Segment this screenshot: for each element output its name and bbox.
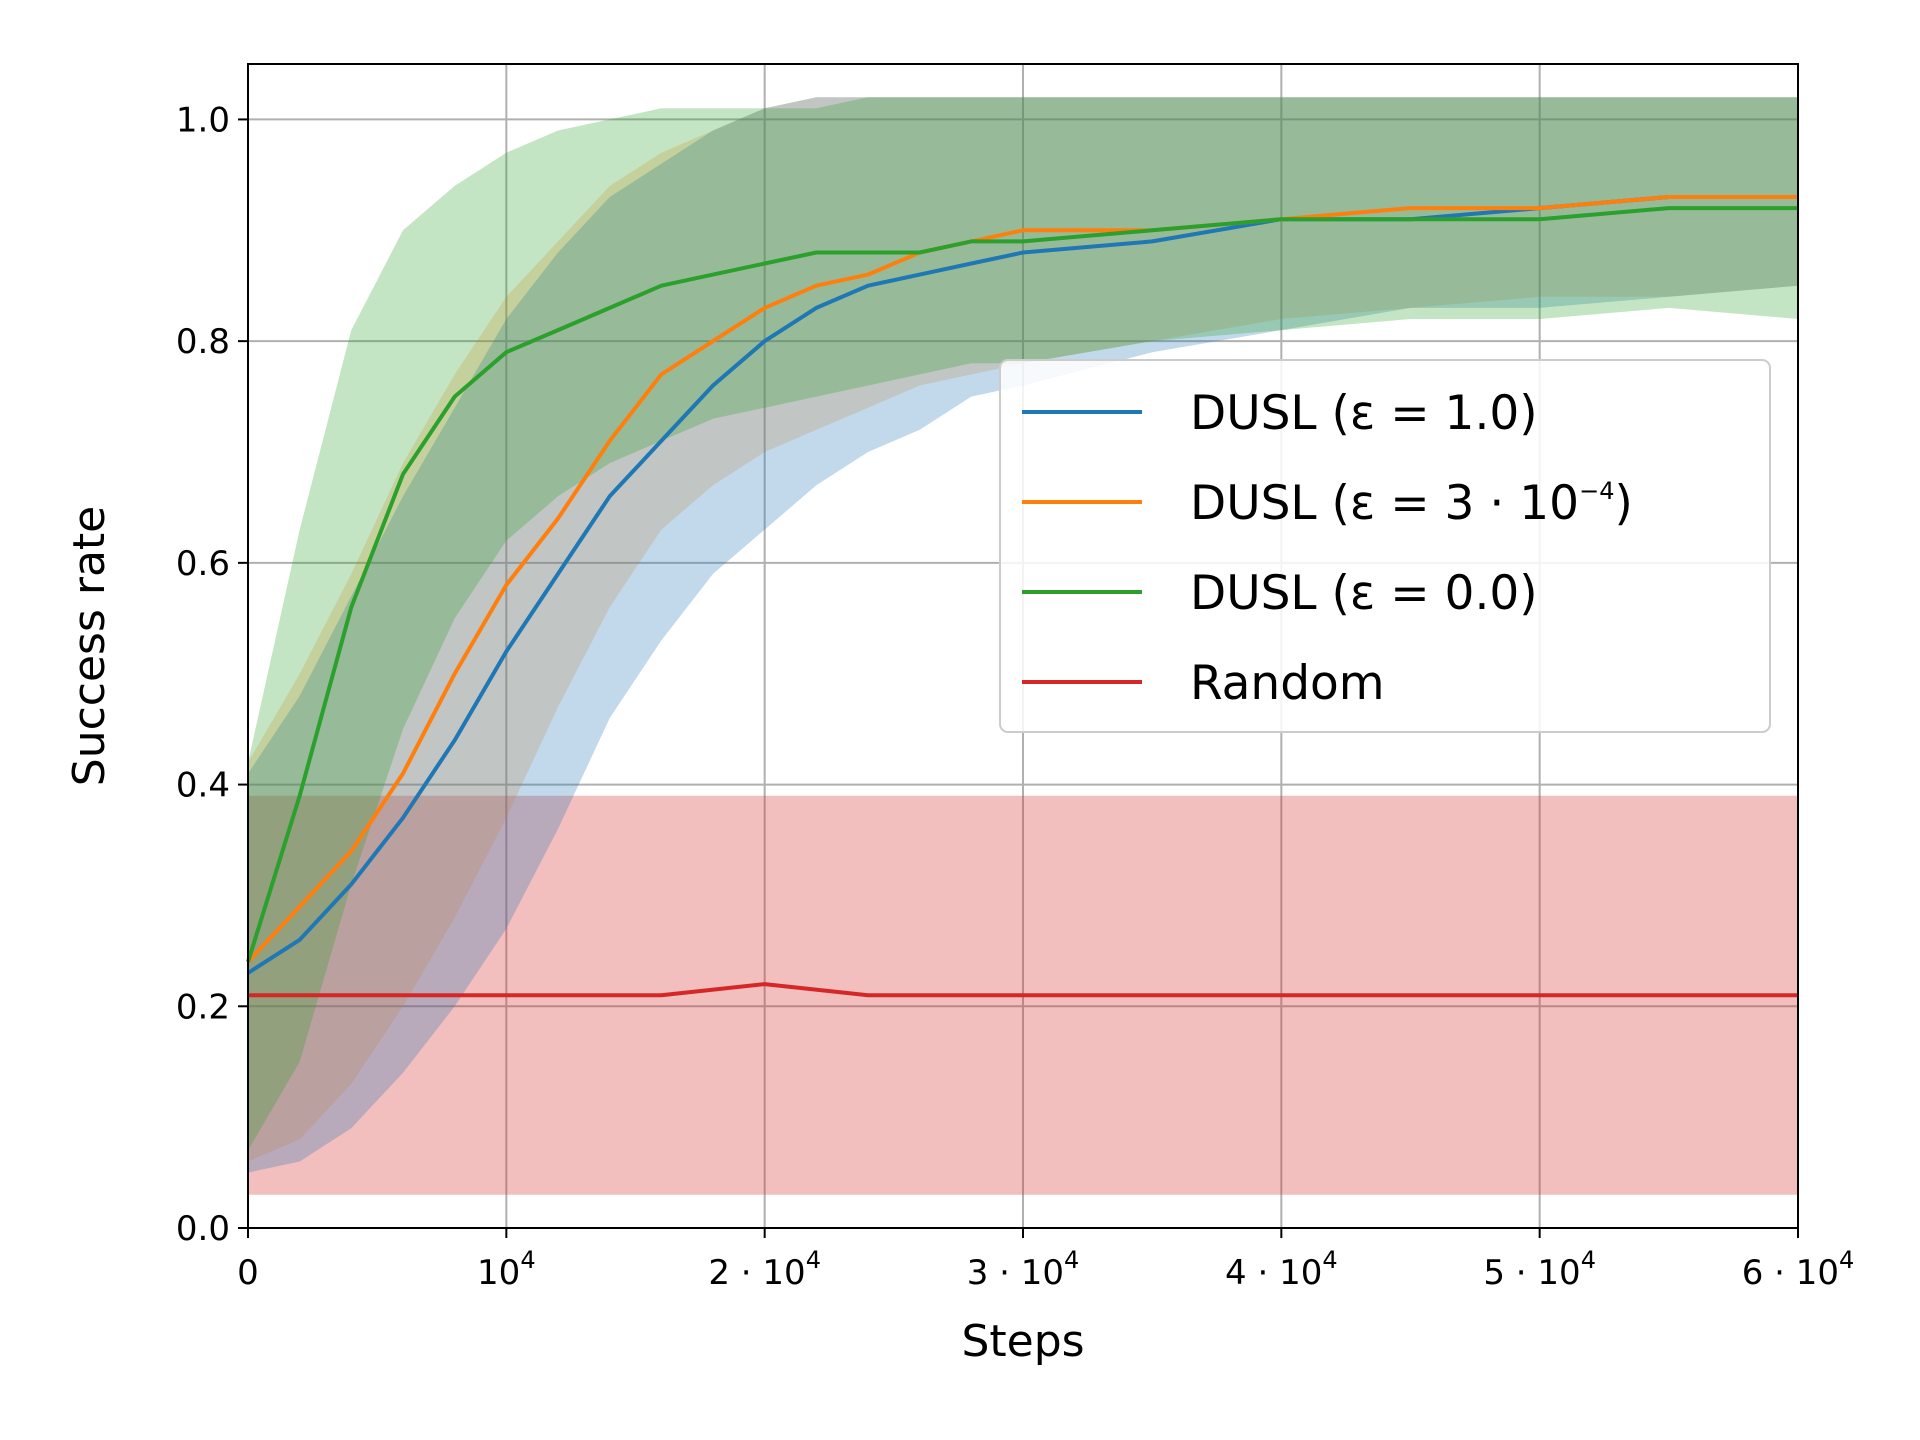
- x-tick-label-0: 0: [237, 1253, 259, 1293]
- x-tick-label-4: 4 · 104: [1225, 1246, 1338, 1293]
- x-tick-label-3: 3 · 104: [967, 1246, 1080, 1293]
- band-series-1: [248, 97, 1798, 1162]
- y-tick-label-2: 0.4: [176, 766, 230, 806]
- x-tick-label-2: 2 · 104: [708, 1246, 821, 1293]
- x-tick-label-1: 104: [477, 1246, 536, 1293]
- legend-box: [999, 359, 1771, 733]
- axis-ticks: 0.0 0.2 0.4 0.6 0.8 1.0 0 104 2 · 104 3 · 104 4 · …: [176, 100, 1854, 1293]
- line-series-3: [248, 982, 1798, 998]
- band-series-2: [248, 97, 1798, 1151]
- y-tick-label-3: 0.6: [176, 544, 230, 584]
- legend: DUSL (ε = 1.0) DUSL (ε = 3 · 10−4) DUSL (ε…: [999, 359, 1771, 733]
- y-tick-label-4: 0.8: [176, 322, 230, 362]
- series-lines: [246, 195, 1798, 998]
- x-tick-label-5: 5 · 104: [1483, 1246, 1596, 1293]
- line-series-2: [246, 206, 1798, 963]
- band-series-0: [248, 97, 1798, 1173]
- y-tick-label-1: 0.2: [176, 987, 230, 1027]
- y-tick-label-0: 0.0: [176, 1209, 230, 1249]
- x-tick-label-6: 6 · 104: [1742, 1246, 1855, 1293]
- y-tick-label-5: 1.0: [176, 100, 230, 140]
- legend-label-1: DUSL (ε = 3 · 10−4): [1190, 476, 1633, 531]
- legend-label-3: Random: [1190, 656, 1385, 711]
- legend-label-2: DUSL (ε = 0.0): [1190, 566, 1538, 621]
- legend-label-0: DUSL (ε = 1.0): [1190, 386, 1538, 441]
- line-series-1: [246, 195, 1798, 964]
- y-axis-title: Success rate: [64, 506, 115, 786]
- x-axis-title: Steps: [961, 1316, 1084, 1367]
